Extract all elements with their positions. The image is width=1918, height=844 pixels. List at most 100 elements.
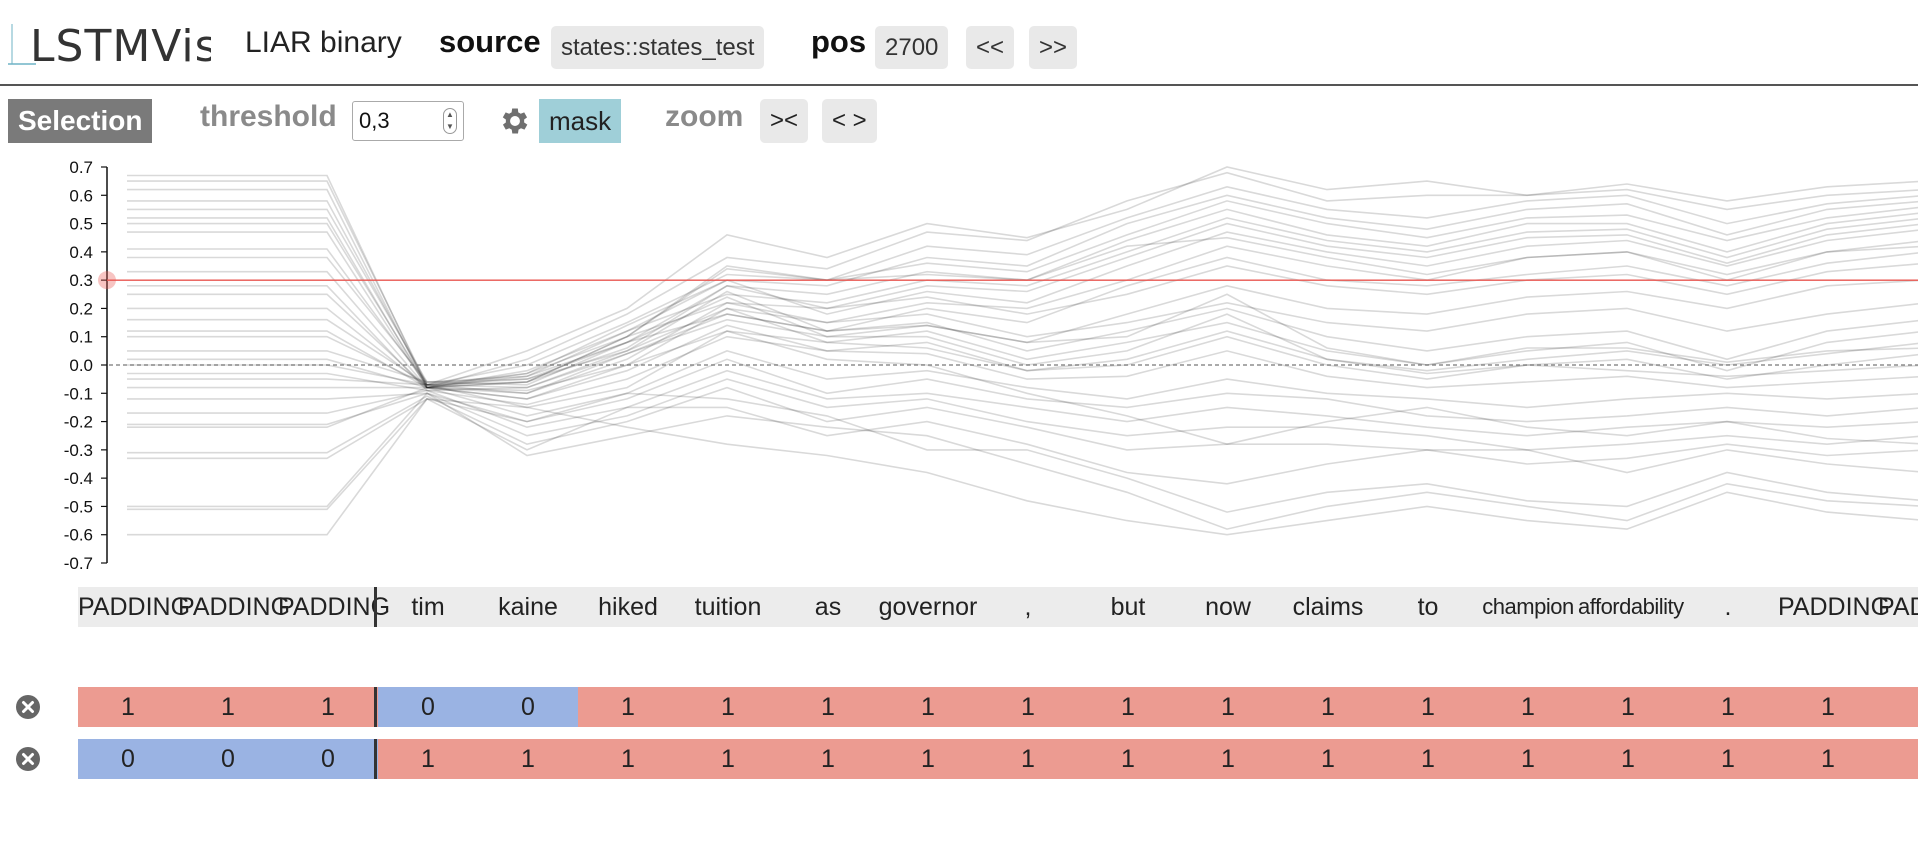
word-token[interactable]: . bbox=[1724, 593, 1732, 621]
word-token[interactable]: governor bbox=[878, 593, 978, 621]
series-line-30 bbox=[127, 166, 1918, 386]
annotation-cell[interactable] bbox=[1878, 687, 1918, 727]
selection-divider bbox=[374, 739, 377, 779]
word-token[interactable]: PADDING bbox=[1778, 593, 1891, 621]
word-token[interactable]: hiked bbox=[598, 593, 658, 621]
word-token[interactable]: PADDING bbox=[78, 593, 191, 621]
y-tick-label: 0.5 bbox=[69, 215, 93, 234]
annotation-cell[interactable]: 1 bbox=[178, 687, 278, 727]
series-line-31 bbox=[127, 330, 1918, 446]
annotation-cell[interactable]: 1 bbox=[578, 739, 678, 779]
annotation-cell[interactable]: 1 bbox=[378, 739, 478, 779]
annotation-cell[interactable]: 1 bbox=[878, 687, 978, 727]
annotation-cell[interactable]: 1 bbox=[1678, 739, 1778, 779]
source-selector[interactable]: states::states_test bbox=[551, 26, 765, 69]
annotation-cell[interactable]: 1 bbox=[1178, 687, 1278, 727]
annotation-cell[interactable]: 1 bbox=[978, 739, 1078, 779]
annotation-cell[interactable]: 0 bbox=[378, 687, 478, 727]
annotation-cell[interactable]: 1 bbox=[1378, 739, 1478, 779]
gear-icon[interactable] bbox=[498, 104, 532, 138]
zoom-out-button[interactable]: < > bbox=[822, 99, 877, 143]
word-token[interactable]: champion bbox=[1482, 594, 1574, 619]
word-token[interactable]: claims bbox=[1292, 593, 1364, 621]
threshold-label: threshold bbox=[200, 100, 337, 133]
series-line-27 bbox=[127, 392, 1918, 530]
annotation-cell[interactable]: 1 bbox=[878, 739, 978, 779]
word-token[interactable]: tim bbox=[411, 593, 445, 621]
annotation-cell[interactable]: 1 bbox=[678, 687, 778, 727]
annotation-cell[interactable]: 1 bbox=[778, 739, 878, 779]
threshold-field[interactable]: ▲▼ bbox=[352, 101, 464, 141]
word-token[interactable]: kaine bbox=[498, 593, 558, 621]
series-line-7 bbox=[127, 222, 1918, 386]
annotation-cell[interactable]: 1 bbox=[1578, 739, 1678, 779]
pos-label: pos bbox=[811, 24, 867, 59]
annotation-cell[interactable]: 0 bbox=[478, 687, 578, 727]
annotation-cell[interactable]: 1 bbox=[1278, 687, 1378, 727]
y-tick-label: -0.5 bbox=[64, 497, 93, 516]
annotation-cell[interactable]: 1 bbox=[778, 687, 878, 727]
annotation-cell[interactable]: 1 bbox=[78, 687, 178, 727]
series-line-4 bbox=[127, 200, 1918, 386]
annotation-cell[interactable]: 1 bbox=[1278, 739, 1378, 779]
annotation-cell[interactable]: 0 bbox=[278, 739, 378, 779]
annotation-cell[interactable]: 1 bbox=[678, 739, 778, 779]
series-line-21 bbox=[127, 350, 1918, 417]
word-token[interactable]: now bbox=[1205, 593, 1251, 621]
annotation-cell[interactable]: 0 bbox=[78, 739, 178, 779]
annotation-cell[interactable] bbox=[1878, 739, 1918, 779]
threshold-handle[interactable] bbox=[98, 271, 116, 290]
series-line-20 bbox=[127, 330, 1918, 409]
word-token[interactable]: PADDING bbox=[178, 593, 291, 621]
mask-button[interactable]: mask bbox=[539, 99, 622, 143]
threshold-input[interactable] bbox=[359, 103, 439, 139]
app-logo: LSTMVis bbox=[8, 21, 211, 70]
word-token[interactable]: PADDING bbox=[1878, 593, 1918, 621]
series-line-2 bbox=[127, 180, 1918, 386]
annotation-cell[interactable]: 1 bbox=[1778, 687, 1878, 727]
close-circle-icon[interactable] bbox=[15, 746, 41, 772]
annotation-cell[interactable]: 1 bbox=[1478, 687, 1578, 727]
logo-text: LSTMVis bbox=[30, 21, 211, 70]
annotation-cell[interactable]: 1 bbox=[1178, 739, 1278, 779]
close-circle-icon[interactable] bbox=[15, 694, 41, 720]
pos-input[interactable]: 2700 bbox=[875, 26, 949, 69]
annotation-cell[interactable]: 1 bbox=[278, 687, 378, 727]
annotation-cell[interactable]: 1 bbox=[1378, 687, 1478, 727]
series-line-8 bbox=[127, 229, 1918, 389]
series-line-11 bbox=[127, 263, 1918, 389]
word-token[interactable]: , bbox=[1024, 593, 1032, 621]
annotation-cell[interactable]: 1 bbox=[1078, 739, 1178, 779]
annotation-cell[interactable]: 1 bbox=[578, 687, 678, 727]
word-token[interactable]: tuition bbox=[694, 593, 762, 621]
threshold-spinner[interactable]: ▲ ▼ bbox=[443, 108, 457, 134]
word-token[interactable]: to bbox=[1417, 593, 1439, 621]
y-tick-label: 0.2 bbox=[69, 299, 93, 318]
y-tick-label: -0.2 bbox=[64, 413, 93, 432]
zoom-in-button[interactable]: >< bbox=[760, 99, 809, 143]
annotation-cell[interactable]: 1 bbox=[1078, 687, 1178, 727]
prev-button[interactable]: << bbox=[966, 26, 1015, 69]
annotation-cell[interactable]: 1 bbox=[1478, 739, 1578, 779]
word-token[interactable]: but bbox=[1110, 593, 1146, 621]
annotation-cell[interactable]: 0 bbox=[178, 739, 278, 779]
y-tick-label: 0.1 bbox=[69, 328, 93, 347]
series-line-12 bbox=[127, 279, 1918, 392]
annotation-cell[interactable]: 1 bbox=[1778, 739, 1878, 779]
dataset-title: LIAR binary bbox=[245, 26, 402, 59]
word-token[interactable]: PADDING bbox=[278, 593, 391, 621]
next-button[interactable]: >> bbox=[1029, 26, 1078, 69]
annotation-cell[interactable]: 1 bbox=[1578, 687, 1678, 727]
series-line-25 bbox=[127, 386, 1918, 465]
series-line-26 bbox=[127, 397, 1918, 485]
selection-tag: Selection bbox=[8, 99, 153, 143]
hidden-state-chart[interactable]: 0.7 0.6 0.5 0.4 0.3 0.2 0.1 0.0 -0.1 -0.2 -0.3 -0.4… bbox=[0, 150, 1918, 580]
word-token[interactable]: affordability bbox=[1578, 594, 1684, 619]
y-tick-label: -0.4 bbox=[64, 469, 93, 488]
annotation-cell[interactable]: 1 bbox=[478, 739, 578, 779]
word-token[interactable]: as bbox=[814, 593, 842, 621]
annotation-cell[interactable]: 1 bbox=[978, 687, 1078, 727]
annotation-cell[interactable]: 1 bbox=[1678, 687, 1778, 727]
series-line-29 bbox=[127, 398, 1918, 536]
